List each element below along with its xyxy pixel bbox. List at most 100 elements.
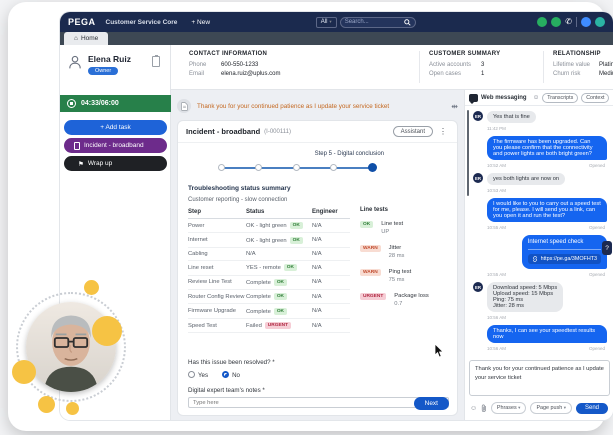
work-area: Thank you for your continued patience as… [171, 90, 464, 420]
radio-yes[interactable]: Yes [188, 371, 208, 379]
context-button[interactable]: Context [581, 92, 610, 103]
line-tests-panel: Line tests OK Line test UP WARN Jitter 28 … [360, 207, 452, 317]
chat-scrollbar[interactable] [466, 110, 469, 196]
notes-label: Digital expert team's notes * [188, 387, 265, 394]
resolved-radio-group: Yes No [188, 371, 240, 379]
headset-icon[interactable] [595, 17, 605, 27]
search-input[interactable]: Search... [339, 16, 416, 28]
chat-compose-input[interactable]: Thank you for your continued patience as… [469, 360, 610, 396]
divider [527, 249, 601, 250]
table-row: Line reset YES - remote OK N/A [188, 260, 350, 276]
page-push-button[interactable]: Page push ▾ [530, 402, 572, 414]
case-icon [74, 141, 80, 150]
help-tab[interactable]: ? [602, 241, 612, 255]
emoji-icon[interactable]: ☺ [470, 404, 478, 412]
chat-message-outbound: I would like to you to carry out a speed… [487, 198, 607, 222]
section-subtitle: Customer reporting - slow connection [188, 197, 288, 203]
transcripts-button[interactable]: Transcripts [542, 92, 579, 103]
table-row: Speed Test Failed URGENT N/A [188, 318, 350, 334]
chevron-down-icon: ▾ [329, 19, 332, 24]
new-button[interactable]: + New [191, 18, 211, 26]
sidebar-item-incident[interactable]: Incident - broadband [64, 138, 167, 153]
case-stepper: Step 5 - Digital conclusion [218, 151, 384, 177]
app-window: PEGA Customer Service Core + New All ▾ S… [60, 12, 613, 420]
chat-message-inbound: ER Download speed: 5 Mbps Upload speed: … [473, 282, 607, 312]
tab-bar: ⌂ Home [60, 32, 613, 45]
sentiment-icon[interactable]: ☺ [532, 94, 540, 101]
search-scope-select[interactable]: All ▾ [315, 16, 337, 28]
section-title: Troubleshooting status summary [188, 185, 291, 192]
decoration-dot [84, 280, 99, 295]
sidebar-item-wrapup[interactable]: ⚑ Wrap up [64, 156, 167, 171]
status-badge: URGENT [360, 293, 387, 300]
notes-input[interactable] [188, 397, 449, 408]
step-2-dot[interactable] [255, 164, 262, 171]
decoration-dot [92, 316, 122, 346]
message-timestamp: 10:53 AM [487, 188, 507, 193]
app-title: Customer Service Core [105, 18, 178, 26]
status-badge: OK [360, 221, 374, 228]
table-row: Internet OK - light green OK N/A [188, 232, 350, 248]
attachment-icon[interactable] [481, 404, 487, 412]
step-4-dot[interactable] [330, 164, 337, 171]
table-row: Power OK - light green OK N/A [188, 218, 350, 234]
customer-name: Elena Ruiz [88, 54, 131, 64]
stop-icon[interactable] [67, 99, 76, 108]
divider [543, 51, 544, 83]
message-timestamp: 11:42 PM [487, 126, 506, 131]
resolved-question-label: Has this issue been resolved? * [188, 359, 275, 366]
status-badge: URGENT [264, 322, 292, 329]
decoration-dot [66, 402, 79, 415]
flag-icon: ⚑ [78, 160, 84, 168]
email-value: elena.ruiz@uplus.com [221, 70, 281, 77]
relationship-section: RELATIONSHIP Lifetime valuePlatinum Chur… [553, 51, 613, 77]
more-menu-icon[interactable]: ⋮ [439, 127, 447, 136]
status-badge: OK [273, 278, 288, 286]
line-test-item: URGENT Package loss 0.7 [360, 293, 452, 307]
status-badge: OK [289, 236, 303, 244]
speed-check-link[interactable]: https://pe.ga/3MOFHT3 [527, 254, 601, 264]
case-id: (I-000111) [264, 128, 291, 135]
send-button[interactable]: Send [575, 402, 608, 414]
avatar: ER [473, 282, 483, 292]
home-icon: ⌂ [74, 35, 78, 42]
next-button[interactable]: Next [413, 397, 449, 410]
step-5-dot[interactable] [368, 163, 377, 172]
search-icon [403, 18, 411, 26]
tab-home[interactable]: ⌂ Home [64, 32, 109, 45]
status-badge: WARN [360, 269, 381, 276]
radio-no[interactable]: No [222, 371, 240, 379]
contact-information-section: CONTACT INFORMATION Phone 600-550-1233 Em… [189, 51, 281, 77]
mouse-cursor [434, 344, 444, 358]
current-step-label: Step 5 - Digital conclusion [314, 151, 384, 157]
web-messaging-panel: Web messaging ☺ Transcripts Context ⋮ ER… [464, 90, 613, 420]
step-1-dot[interactable] [218, 164, 225, 171]
decoration-dot [12, 360, 36, 384]
status-badge: OK [283, 264, 297, 272]
divider [419, 51, 420, 83]
chat-toolbar: ☺ Phrases ▾ Page push ▾ Send [465, 402, 613, 414]
radio-yes-circle[interactable] [188, 371, 195, 378]
decoration-dot [38, 396, 55, 413]
expand-icon[interactable]: ⇹ [451, 101, 458, 111]
line-test-item: WARN Ping test 75 ms [360, 269, 452, 283]
avatar: ER [473, 173, 483, 183]
status-chat-icon[interactable] [551, 17, 562, 27]
customer-profile: Elena Ruiz Owner [60, 45, 170, 91]
banner-text: Thank you for your continued patience as… [197, 102, 390, 110]
line-test-item: WARN Jitter 28 ms [360, 245, 452, 259]
add-task-button[interactable]: + Add task [64, 120, 167, 135]
chat-message-inbound: ER Yes that is fine [473, 111, 607, 123]
user-avatar-icon[interactable] [581, 17, 591, 27]
chat-header: Web messaging ☺ Transcripts Context ⋮ [465, 90, 613, 106]
assistant-button[interactable]: Assistant [392, 126, 433, 137]
radio-no-circle[interactable] [222, 371, 230, 378]
status-available-icon[interactable] [537, 17, 548, 27]
phrases-button[interactable]: Phrases ▾ [490, 402, 527, 414]
step-3-dot[interactable] [293, 164, 300, 171]
clipboard-icon[interactable] [152, 55, 160, 67]
top-nav: PEGA Customer Service Core + New All ▾ S… [60, 12, 613, 32]
troubleshooting-table: Step Status Engineer Power OK - light gre… [188, 207, 350, 334]
phone-icon[interactable]: ✆ [565, 17, 572, 26]
divider [576, 17, 577, 27]
